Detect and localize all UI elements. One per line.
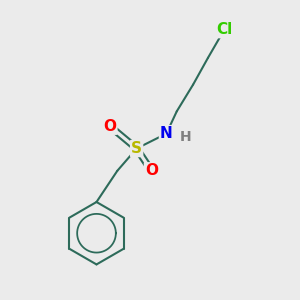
Text: O: O (145, 163, 158, 178)
Text: O: O (103, 119, 116, 134)
Text: S: S (131, 141, 142, 156)
Text: H: H (180, 130, 191, 144)
Text: Cl: Cl (216, 22, 232, 37)
Text: N: N (160, 126, 173, 141)
